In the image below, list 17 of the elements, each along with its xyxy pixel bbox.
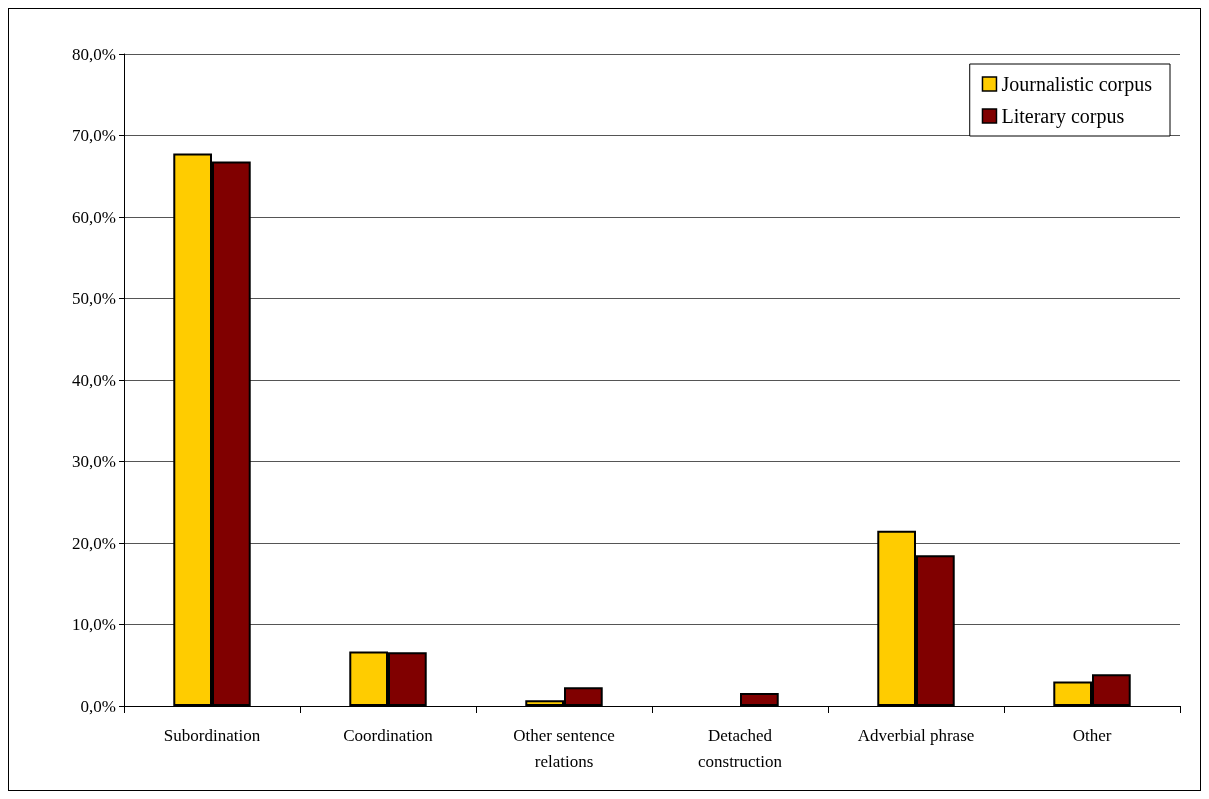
x-tick-label: Coordination (343, 725, 434, 745)
y-tick-label: 10,0% (72, 615, 116, 634)
y-tick-label: 60,0% (72, 207, 116, 227)
x-tick-label: Subordination (163, 725, 261, 745)
y-tick-label: 80,0% (72, 44, 116, 64)
x-tick-label: Other sentence relations (513, 725, 615, 771)
y-tick-label: 20,0% (72, 533, 116, 553)
x-tick-label: Adverbial phrase (857, 725, 975, 745)
x-tick-label: Detached construction (697, 725, 783, 771)
legend-label: Journalistic corpus (1001, 73, 1153, 96)
legend-label: Literary corpus (1001, 105, 1125, 128)
x-tick-label: Other (1072, 725, 1112, 745)
y-tick-label: 0,0% (80, 696, 116, 716)
y-tick-label: 70,0% (72, 126, 116, 145)
y-tick-label: 30,0% (72, 452, 116, 471)
y-tick-label: 50,0% (72, 289, 116, 308)
y-tick-label: 40,0% (72, 370, 116, 390)
